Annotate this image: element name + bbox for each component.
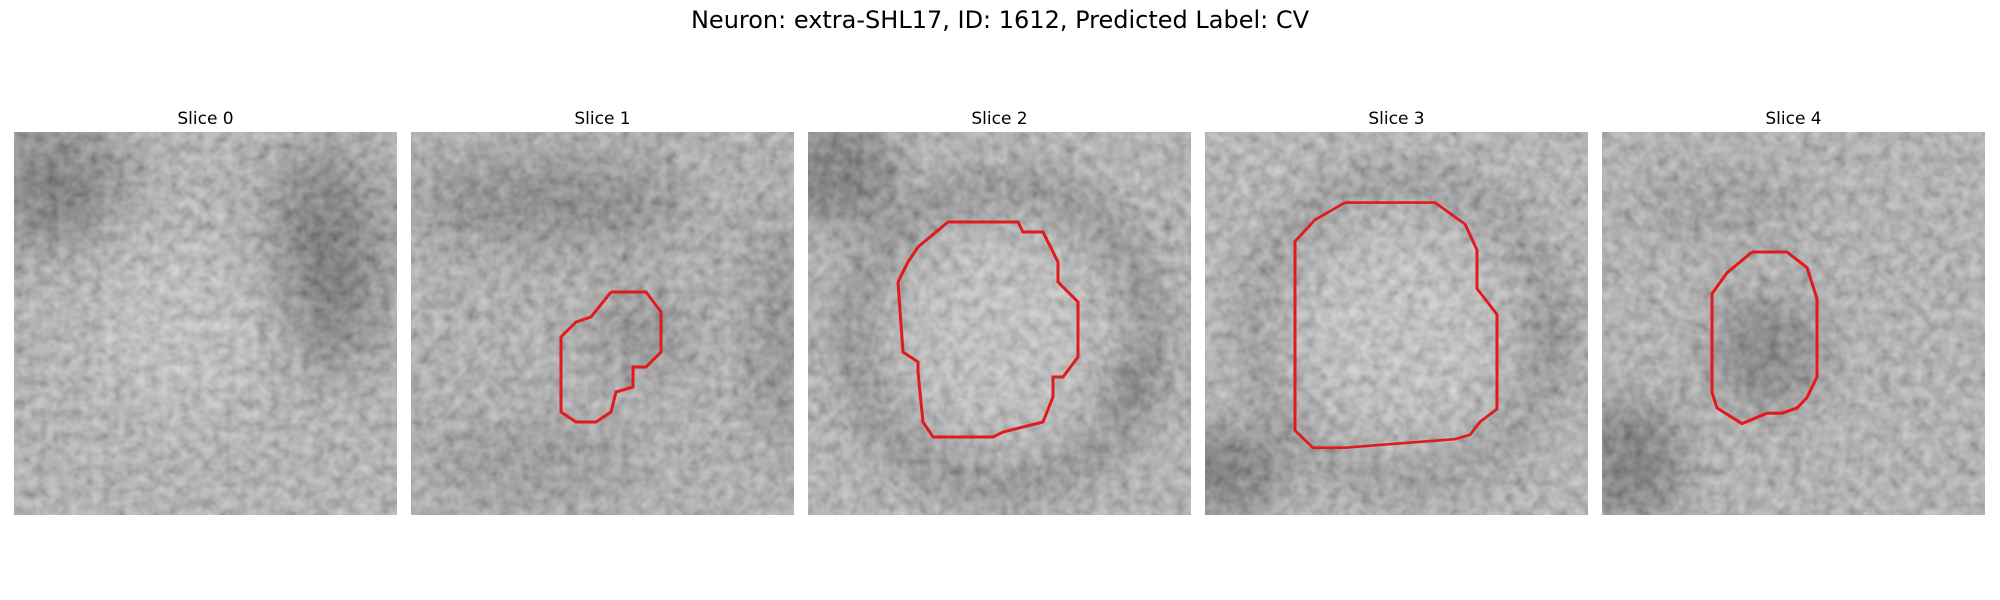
slice-image-2	[808, 132, 1191, 515]
pixel-texture	[411, 132, 794, 515]
slice-panel-1: Slice 1	[411, 106, 794, 515]
pixel-texture	[808, 132, 1191, 515]
segmentation-outline	[559, 290, 663, 424]
slice-title-2: Slice 2	[971, 109, 1028, 129]
slice-panel-2: Slice 2	[808, 106, 1191, 515]
slice-panel-4: Slice 4	[1602, 106, 1985, 515]
slice-panel-3: Slice 3	[1205, 106, 1588, 515]
figure-title: Neuron: extra-SHL17, ID: 1612, Predicted…	[690, 6, 1310, 34]
slice-image-3	[1205, 132, 1588, 515]
slice-title-3: Slice 3	[1368, 109, 1425, 129]
pixel-texture	[14, 132, 397, 515]
segmentation-outline	[1710, 250, 1819, 426]
slice-title-0: Slice 0	[177, 109, 234, 129]
slice-panel-0: Slice 0	[14, 106, 397, 515]
slice-image-0	[14, 132, 397, 515]
segmentation-outline	[896, 220, 1080, 439]
slice-title-1: Slice 1	[574, 109, 631, 129]
pixel-texture	[1602, 132, 1985, 515]
pixel-texture	[1205, 132, 1588, 515]
slice-image-1	[411, 132, 794, 515]
slice-image-4	[1602, 132, 1985, 515]
slice-title-4: Slice 4	[1765, 109, 1822, 129]
segmentation-outline	[1293, 201, 1499, 449]
